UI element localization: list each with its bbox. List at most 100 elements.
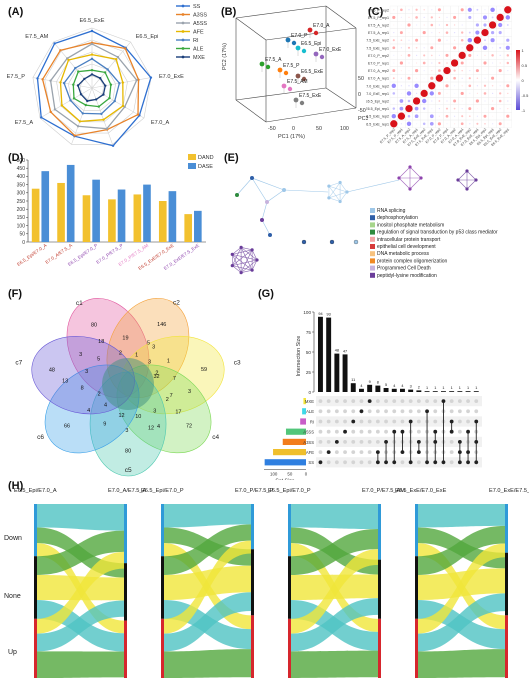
pca-point xyxy=(295,73,301,79)
radar-axis-label: E7.5_A xyxy=(15,120,34,126)
network-edge xyxy=(232,254,242,273)
d-bar xyxy=(41,171,50,242)
d-legend-label: DASE xyxy=(198,164,213,170)
g-matrix-dot xyxy=(351,409,356,414)
network-edge xyxy=(232,259,258,266)
h-right-stratum xyxy=(124,563,127,621)
h-flow xyxy=(37,600,124,652)
e-legend-swatch xyxy=(370,251,375,257)
h-left-stratum xyxy=(34,556,37,619)
panel-label-b: (B) xyxy=(221,6,237,18)
legend-marker xyxy=(181,38,185,42)
d-y-tick-label: 150 xyxy=(17,215,26,221)
corr-row-label: E7.5_A_rep2 xyxy=(368,24,389,28)
corr-circle xyxy=(461,115,464,118)
network-edge xyxy=(240,247,258,261)
g-matrix-dot xyxy=(326,419,331,424)
corr-circle xyxy=(430,46,434,50)
h-row-label: Up xyxy=(8,649,17,656)
corr-circle xyxy=(507,108,509,110)
corr-circle xyxy=(492,123,494,125)
radar-point xyxy=(66,57,69,60)
g-matrix-dot xyxy=(474,399,479,403)
corr-circle xyxy=(453,31,456,34)
corr-row-label: E7.5_A_rep1 xyxy=(368,31,389,35)
network-edge xyxy=(241,247,253,251)
pca-point xyxy=(265,64,271,70)
radar-point xyxy=(69,99,72,102)
d-bar xyxy=(133,194,142,242)
corr-circle xyxy=(491,54,494,57)
g-matrix-dot xyxy=(392,409,397,414)
corr-circle xyxy=(423,16,425,19)
network-node xyxy=(338,180,342,185)
g-set-size-bar xyxy=(303,398,306,405)
e-legend-label: peptidyl-lysine modification xyxy=(377,273,437,279)
g-matrix-dot xyxy=(375,409,380,414)
g-intersection-bar xyxy=(408,389,414,392)
corr-circle xyxy=(461,69,463,72)
corr-circle xyxy=(392,107,396,110)
legend-marker xyxy=(181,55,185,59)
corr-circle xyxy=(399,99,404,103)
radar-point xyxy=(49,110,52,114)
g-matrix-dot xyxy=(334,440,339,444)
network-node xyxy=(230,252,234,256)
h-flow xyxy=(37,651,124,678)
corr-circle xyxy=(458,51,466,60)
network-edge xyxy=(251,249,258,261)
g-intersection-bar xyxy=(326,317,332,392)
venn-set-label: c3 xyxy=(234,359,241,366)
corr-circle xyxy=(423,115,425,117)
g-matrix-dot xyxy=(416,429,421,434)
g-bar-label: 4 xyxy=(401,384,403,388)
network-edge xyxy=(339,182,348,193)
legend-marker xyxy=(181,13,185,16)
corr-row-label: E7.5_P_rep1 xyxy=(368,16,389,20)
network-node xyxy=(465,187,469,191)
g-matrix-dot xyxy=(359,409,364,414)
corr-circle xyxy=(498,99,502,103)
corr-circle xyxy=(431,54,433,57)
e-legend-label: dephosphorylation xyxy=(377,215,418,221)
corr-circle xyxy=(438,100,441,102)
pca-tick-label: 0 xyxy=(358,92,361,98)
radar-point xyxy=(90,42,94,46)
radar-point xyxy=(136,113,140,116)
corr-circle xyxy=(484,77,486,79)
e-legend-swatch xyxy=(370,236,375,242)
h-right-title: E7.0_P/E7.5_P xyxy=(235,488,274,494)
network-edge xyxy=(232,254,258,261)
g-matrix-dot xyxy=(466,399,470,403)
network-node xyxy=(230,264,234,268)
pca-point-label: E7.5_P xyxy=(283,63,300,69)
corr-circle xyxy=(416,24,418,26)
radar-point xyxy=(49,79,52,82)
g-matrix-stripe xyxy=(316,396,482,407)
corr-circle xyxy=(446,62,448,64)
pca-point-label: E7.0_ExE xyxy=(319,47,342,53)
corr-row-label: E7.0_A_rep2 xyxy=(368,69,389,73)
g-matrix-dot xyxy=(433,419,438,424)
corr-circle xyxy=(498,22,503,28)
g-matrix-dot xyxy=(375,429,380,434)
corr-cell xyxy=(503,119,512,128)
radar-point xyxy=(100,112,103,116)
network-edge xyxy=(457,170,468,181)
g-matrix-dot xyxy=(449,409,454,414)
g-matrix-dot xyxy=(449,450,454,454)
radar-point xyxy=(105,127,109,130)
corr-circle xyxy=(393,24,395,26)
radar-point xyxy=(73,134,76,137)
pca-box-edge xyxy=(235,87,327,101)
g-set-name: A5SS xyxy=(303,430,314,435)
legend-marker xyxy=(181,30,185,33)
radar-point xyxy=(62,81,66,85)
network-node xyxy=(329,239,335,245)
network-node xyxy=(255,258,259,262)
corr-circle xyxy=(420,89,428,98)
corr-circle xyxy=(446,47,448,49)
corr-circle xyxy=(498,122,502,126)
corr-circle xyxy=(476,115,478,117)
network-node xyxy=(250,248,254,252)
